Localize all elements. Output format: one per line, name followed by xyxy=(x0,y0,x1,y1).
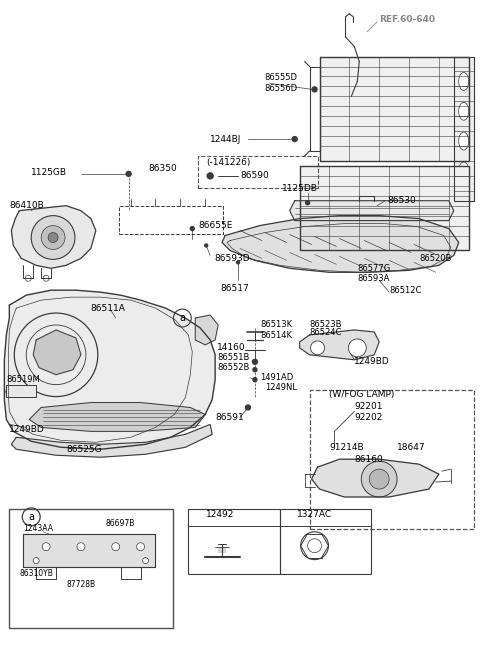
Polygon shape xyxy=(4,290,215,449)
Circle shape xyxy=(252,360,257,364)
Text: 87728B: 87728B xyxy=(66,580,95,589)
Circle shape xyxy=(143,557,148,563)
Text: 86160: 86160 xyxy=(354,455,383,464)
Circle shape xyxy=(311,341,324,355)
Circle shape xyxy=(77,543,85,551)
Text: 1491AD: 1491AD xyxy=(260,373,293,382)
Circle shape xyxy=(137,543,144,551)
Circle shape xyxy=(306,201,310,204)
Ellipse shape xyxy=(459,132,468,150)
Circle shape xyxy=(237,261,240,264)
Circle shape xyxy=(253,378,257,382)
Circle shape xyxy=(292,136,297,141)
Circle shape xyxy=(253,368,257,372)
Text: 86530: 86530 xyxy=(387,196,416,205)
Text: 86513K: 86513K xyxy=(260,321,292,330)
Text: 1249NL: 1249NL xyxy=(265,383,297,392)
Bar xyxy=(9,509,173,628)
Circle shape xyxy=(42,543,50,551)
Circle shape xyxy=(361,461,397,497)
Text: 1125GB: 1125GB xyxy=(31,168,67,177)
Text: 86310YB: 86310YB xyxy=(19,569,53,578)
Polygon shape xyxy=(290,201,454,221)
Polygon shape xyxy=(195,315,218,345)
Polygon shape xyxy=(12,424,212,458)
Text: 86577G: 86577G xyxy=(357,264,391,273)
Bar xyxy=(280,509,371,574)
Text: 86697B: 86697B xyxy=(106,519,135,528)
Text: 14160: 14160 xyxy=(217,343,246,352)
Ellipse shape xyxy=(459,73,468,90)
Ellipse shape xyxy=(459,162,468,180)
Text: 1249BD: 1249BD xyxy=(9,425,45,434)
Text: 86591: 86591 xyxy=(215,413,244,422)
Text: 91214B: 91214B xyxy=(329,443,364,452)
Text: (W/FOG LAMP): (W/FOG LAMP) xyxy=(329,390,395,399)
Text: 86514K: 86514K xyxy=(260,332,292,341)
Text: 86517: 86517 xyxy=(220,284,249,293)
Circle shape xyxy=(31,215,75,260)
Text: REF.60-640: REF.60-640 xyxy=(379,16,435,24)
Circle shape xyxy=(112,543,120,551)
Polygon shape xyxy=(454,56,474,201)
Circle shape xyxy=(245,405,251,410)
Text: 86551B: 86551B xyxy=(217,353,250,362)
Circle shape xyxy=(33,557,39,563)
Bar xyxy=(198,156,318,188)
Circle shape xyxy=(48,232,58,243)
Text: 86523B: 86523B xyxy=(310,321,342,330)
Text: a: a xyxy=(180,313,185,323)
Polygon shape xyxy=(320,56,468,161)
Ellipse shape xyxy=(459,103,468,120)
Text: 1244BJ: 1244BJ xyxy=(210,134,241,143)
Circle shape xyxy=(204,244,208,247)
Polygon shape xyxy=(12,206,96,268)
Circle shape xyxy=(369,469,389,489)
Polygon shape xyxy=(312,459,439,497)
Text: 86519M: 86519M xyxy=(6,375,40,384)
Text: 1327AC: 1327AC xyxy=(297,510,332,519)
Circle shape xyxy=(41,340,71,370)
Text: 86590: 86590 xyxy=(240,171,269,180)
Text: 92201: 92201 xyxy=(354,402,383,411)
Circle shape xyxy=(190,227,194,230)
Text: a: a xyxy=(28,512,34,522)
Text: (-141226): (-141226) xyxy=(206,158,251,167)
Bar xyxy=(119,206,223,234)
Polygon shape xyxy=(222,215,459,273)
Circle shape xyxy=(41,226,65,249)
Text: 86555D: 86555D xyxy=(265,73,298,82)
Polygon shape xyxy=(23,533,156,567)
Polygon shape xyxy=(300,330,379,360)
Bar xyxy=(6,385,36,397)
Text: 86511A: 86511A xyxy=(91,304,126,313)
Text: 86552B: 86552B xyxy=(217,363,250,373)
Circle shape xyxy=(126,171,131,177)
Text: 1243AA: 1243AA xyxy=(23,524,53,533)
Text: 86525G: 86525G xyxy=(66,445,102,454)
Text: 1125DB: 1125DB xyxy=(282,184,318,193)
Text: 1249BD: 1249BD xyxy=(354,358,390,366)
Text: 86410B: 86410B xyxy=(9,201,44,210)
Text: 86593D: 86593D xyxy=(214,254,250,263)
Bar xyxy=(188,509,280,574)
Text: 86655E: 86655E xyxy=(198,221,233,230)
Circle shape xyxy=(348,339,366,357)
Bar xyxy=(310,389,474,529)
Circle shape xyxy=(207,173,213,179)
Text: 86524C: 86524C xyxy=(310,328,342,337)
Text: 86350: 86350 xyxy=(148,164,177,173)
Text: 86593A: 86593A xyxy=(357,274,390,283)
Text: 18647: 18647 xyxy=(397,443,426,452)
Text: 86512C: 86512C xyxy=(389,286,421,295)
Polygon shape xyxy=(33,330,81,374)
Polygon shape xyxy=(29,402,205,432)
Circle shape xyxy=(312,87,317,92)
Text: 86520B: 86520B xyxy=(419,254,451,263)
Text: 12492: 12492 xyxy=(206,510,234,519)
Polygon shape xyxy=(300,166,468,251)
Text: 92202: 92202 xyxy=(354,413,383,422)
Text: 86556D: 86556D xyxy=(265,84,298,93)
